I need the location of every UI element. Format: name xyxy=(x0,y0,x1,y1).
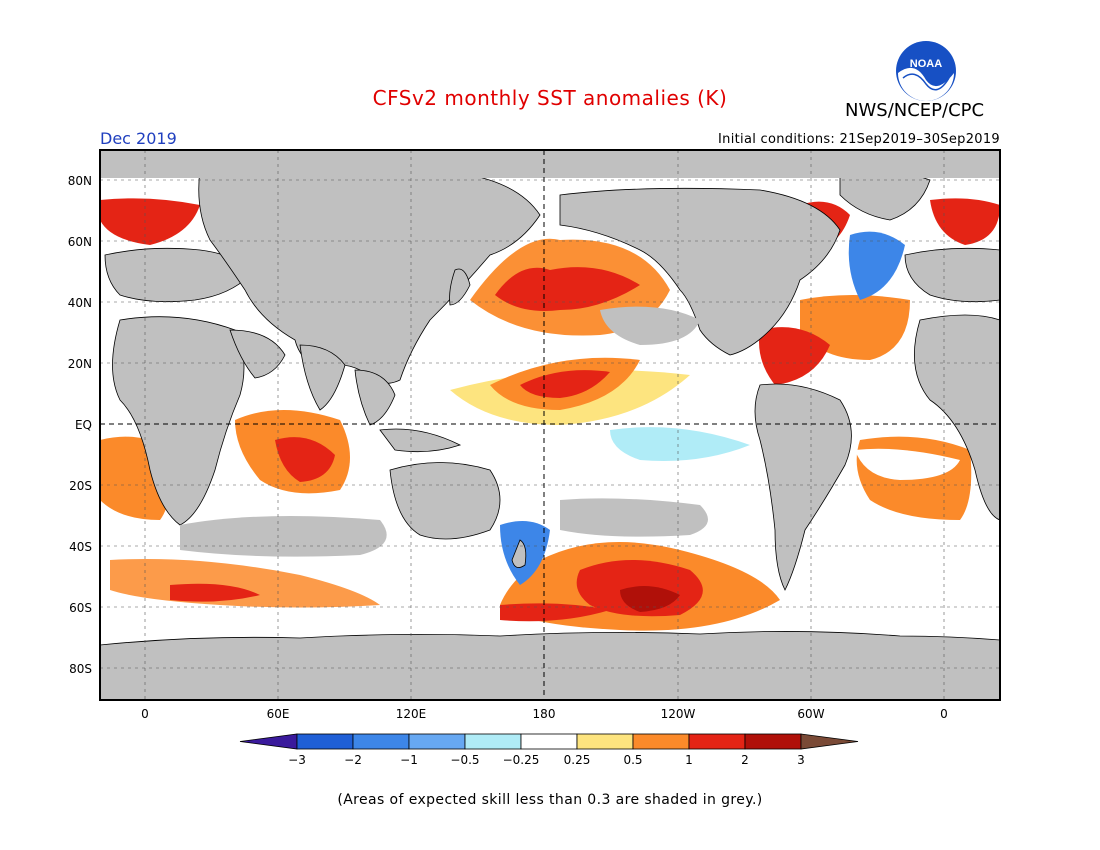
colorbar-min-arrow xyxy=(239,733,298,750)
agency-label: NWS/NCEP/CPC xyxy=(845,100,985,121)
landmass-africa-east xyxy=(914,314,1001,521)
colorbar-bin xyxy=(408,733,466,750)
colorbar-bin xyxy=(352,733,410,750)
landmass-arabia xyxy=(229,329,286,379)
colorbar-bin xyxy=(464,733,522,750)
graticule xyxy=(100,150,1000,700)
lat-label: 20S xyxy=(69,479,92,493)
forecast-period: Dec 2019 xyxy=(100,129,177,148)
lat-label: EQ xyxy=(75,418,92,432)
lat-label: 40N xyxy=(68,296,92,310)
anomaly-southern-band-core xyxy=(170,583,260,602)
colorbar-label: −0.25 xyxy=(503,753,540,767)
lat-labels: 80N 60N 40N 20N EQ 20S 40S 60S 80S xyxy=(68,174,92,676)
map-frame xyxy=(99,149,1001,701)
continents xyxy=(99,165,1001,701)
lat-label: 80N xyxy=(68,174,92,188)
logo-text: NOAA xyxy=(910,58,942,70)
colorbar-label: 0.5 xyxy=(623,753,642,767)
reference-lines xyxy=(100,150,1000,700)
colorbar-label: 0.25 xyxy=(564,753,591,767)
grey-skill-mask xyxy=(100,150,1000,557)
anomaly-patches xyxy=(100,198,1000,631)
anomaly-south-atlantic-light xyxy=(855,448,960,480)
lat-label: 80S xyxy=(69,662,92,676)
landmass-south-america xyxy=(754,383,852,591)
noaa-logo-icon: NOAA xyxy=(896,41,956,101)
colorbar-bin xyxy=(520,733,578,750)
landmass-india xyxy=(299,344,346,411)
lon-label: 0 xyxy=(141,707,149,721)
lon-label: 60E xyxy=(267,707,290,721)
anomaly-indian-ocean-core xyxy=(275,437,335,482)
colorbar-label: 2 xyxy=(741,753,749,767)
anomaly-north-atlantic-cool xyxy=(848,231,905,300)
colorbar-label: −2 xyxy=(344,753,362,767)
chart-title: CFSv2 monthly SST anomalies (K) xyxy=(372,86,728,110)
skill-mask-north-central-pacific xyxy=(600,306,700,345)
colorbar-bin xyxy=(744,733,802,750)
landmass-europe-east xyxy=(904,247,1001,303)
lat-label: 60S xyxy=(69,601,92,615)
sst-anomaly-map: 80N 60N 40N 20N EQ 20S 40S 60S 80S 0 60E… xyxy=(68,149,1001,767)
landmass-antarctica xyxy=(99,631,1001,701)
anomaly-caribbean xyxy=(759,327,830,385)
colorbar-bin xyxy=(632,733,690,750)
colorbar-label: 1 xyxy=(685,753,693,767)
landmass-new-zealand xyxy=(511,539,527,568)
lon-label: 120E xyxy=(396,707,427,721)
initial-conditions: Initial conditions: 21Sep2019–30Sep2019 xyxy=(718,132,1000,147)
skill-footnote: (Areas of expected skill less than 0.3 a… xyxy=(337,792,763,808)
landmass-europe xyxy=(104,247,251,303)
colorbar-bin xyxy=(296,733,354,750)
lat-label: 20N xyxy=(68,357,92,371)
lon-label: 0 xyxy=(940,707,948,721)
landmass-indonesia xyxy=(379,428,462,453)
colorbar-bin xyxy=(576,733,634,750)
lat-label: 40S xyxy=(69,540,92,554)
lon-label: 120W xyxy=(661,707,696,721)
colorbar-bin xyxy=(688,733,746,750)
landmass-australia xyxy=(389,462,501,540)
skill-mask-south-indian xyxy=(180,516,387,557)
lon-label: 180 xyxy=(533,707,556,721)
landmass-indochina xyxy=(354,369,396,426)
colorbar-label: −3 xyxy=(288,753,306,767)
skill-mask-south-pacific-west xyxy=(560,498,708,537)
colorbar-label: −0.5 xyxy=(450,753,479,767)
anomaly-north-pacific-core xyxy=(495,267,640,311)
landmass-north-america xyxy=(559,187,841,356)
anomaly-arctic-barents xyxy=(930,198,1000,245)
landmass-japan xyxy=(449,268,471,306)
colorbar-label: −1 xyxy=(400,753,418,767)
lon-label: 60W xyxy=(797,707,824,721)
anomaly-central-pacific-core xyxy=(520,370,610,398)
skill-mask-arctic xyxy=(100,150,1000,178)
colorbar-label: 3 xyxy=(797,753,805,767)
anomaly-south-pacific-peak xyxy=(620,586,680,612)
colorbar: −3 −2 −1 −0.5 −0.25 0.25 0.5 1 2 3 xyxy=(239,733,859,767)
lon-labels: 0 60E 120E 180 120W 60W 0 xyxy=(141,707,948,721)
anomaly-antarctic-warm xyxy=(500,603,610,622)
anomaly-east-pacific-cool xyxy=(610,427,750,461)
anomaly-arctic-norway xyxy=(100,198,200,245)
lat-label: 60N xyxy=(68,235,92,249)
colorbar-max-arrow xyxy=(800,733,859,750)
